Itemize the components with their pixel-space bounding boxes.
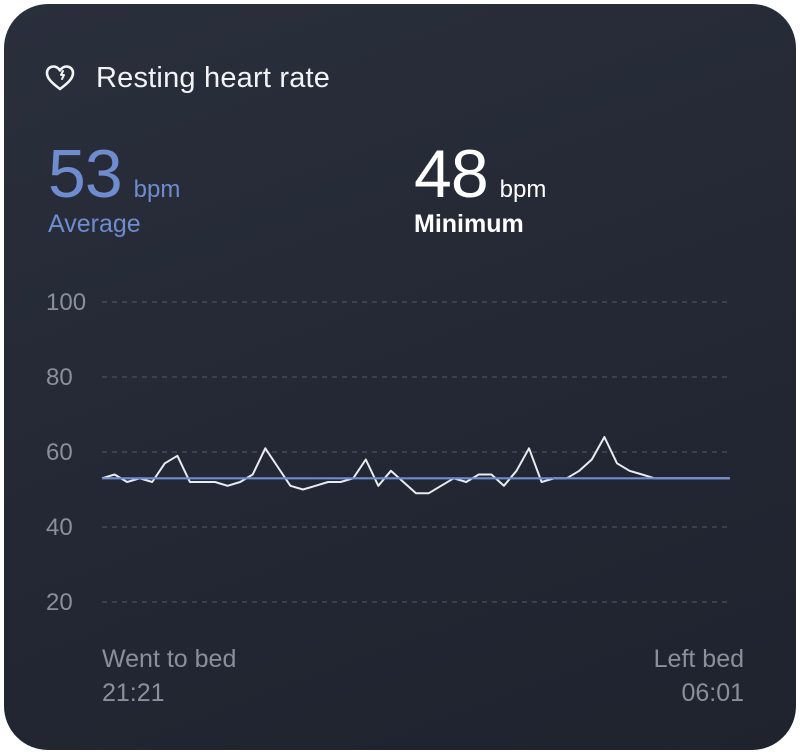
minimum-label: Minimum xyxy=(414,210,524,238)
y-tick-label: 60 xyxy=(46,439,73,466)
left-bed-time: 06:01 xyxy=(681,679,744,707)
average-label: Average xyxy=(48,210,141,238)
heart-rate-chart: 100 80 60 40 20 xyxy=(46,289,730,616)
y-tick-label: 80 xyxy=(46,364,73,391)
went-to-bed-label: Went to bed xyxy=(102,645,237,673)
minimum-stat: 48 bpm Minimum xyxy=(414,140,546,239)
went-to-bed-time: 21:21 xyxy=(102,679,165,707)
average-stat: 53 bpm Average xyxy=(48,140,180,239)
minimum-unit: bpm xyxy=(499,176,547,203)
y-tick-label: 40 xyxy=(46,514,73,541)
average-unit: bpm xyxy=(133,176,181,203)
resting-heart-rate-card[interactable]: Resting heart rate 53 bpm Average 48 bpm… xyxy=(4,4,796,750)
went-to-bed: Went to bed 21:21 xyxy=(102,642,236,710)
heart-rate-icon xyxy=(45,65,75,91)
card-title: Resting heart rate xyxy=(96,61,331,94)
y-tick-label: 20 xyxy=(46,589,73,616)
average-value: 53 xyxy=(48,136,123,212)
card-header: Resting heart rate xyxy=(44,56,330,100)
heart-rate-series-line xyxy=(101,436,730,495)
minimum-value: 48 xyxy=(414,136,489,212)
left-bed: Left bed 06:01 xyxy=(654,642,744,710)
y-tick-label: 100 xyxy=(46,289,86,316)
left-bed-label: Left bed xyxy=(653,645,744,673)
